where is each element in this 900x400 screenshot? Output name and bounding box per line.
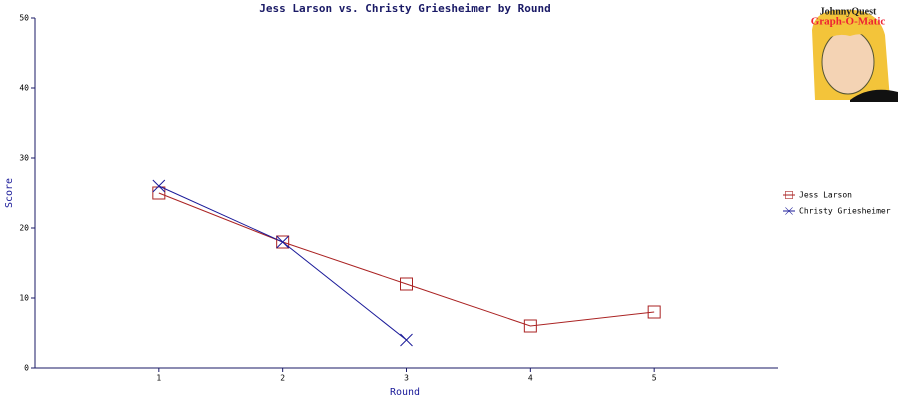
- logo: JohnnyQuest Graph-O-Matic: [811, 6, 898, 102]
- x-tick-label: 3: [404, 374, 409, 383]
- legend-label: Jess Larson: [799, 191, 852, 200]
- series-line: [158, 192, 655, 327]
- y-tick-label: 0: [24, 364, 29, 373]
- data-point: [152, 179, 166, 193]
- y-axis-label: Score: [4, 178, 15, 208]
- x-tick-label: 2: [280, 374, 285, 383]
- y-tick-label: 30: [19, 154, 29, 163]
- x-tick-label: 4: [528, 374, 533, 383]
- data-point: [276, 235, 290, 249]
- x-axis-label: Round: [390, 387, 420, 398]
- y-tick-label: 40: [19, 84, 29, 93]
- fringe: [822, 26, 880, 45]
- legend-label: Christy Griesheimer: [799, 207, 891, 216]
- shirt: [850, 89, 898, 102]
- x-tick-label: 5: [652, 374, 657, 383]
- data-point: [152, 186, 166, 200]
- face: [821, 29, 875, 95]
- y-tick-label: 20: [19, 224, 29, 233]
- data-point: [400, 277, 413, 291]
- legend-marker: [785, 207, 793, 215]
- logo-bottom: Graph-O-Matic: [811, 16, 886, 28]
- data-point: [276, 235, 290, 249]
- y-tick-label: 50: [19, 14, 29, 23]
- chart-title: Jess Larson vs. Christy Griesheimer by R…: [259, 2, 550, 15]
- legend-marker: [785, 191, 793, 199]
- data-point: [647, 305, 661, 319]
- data-point: [400, 333, 413, 347]
- series-line: [158, 185, 407, 341]
- logo-top: JohnnyQuest: [820, 6, 877, 17]
- data-point: [523, 319, 537, 333]
- y-tick-label: 10: [19, 294, 29, 303]
- x-tick-label: 1: [156, 374, 161, 383]
